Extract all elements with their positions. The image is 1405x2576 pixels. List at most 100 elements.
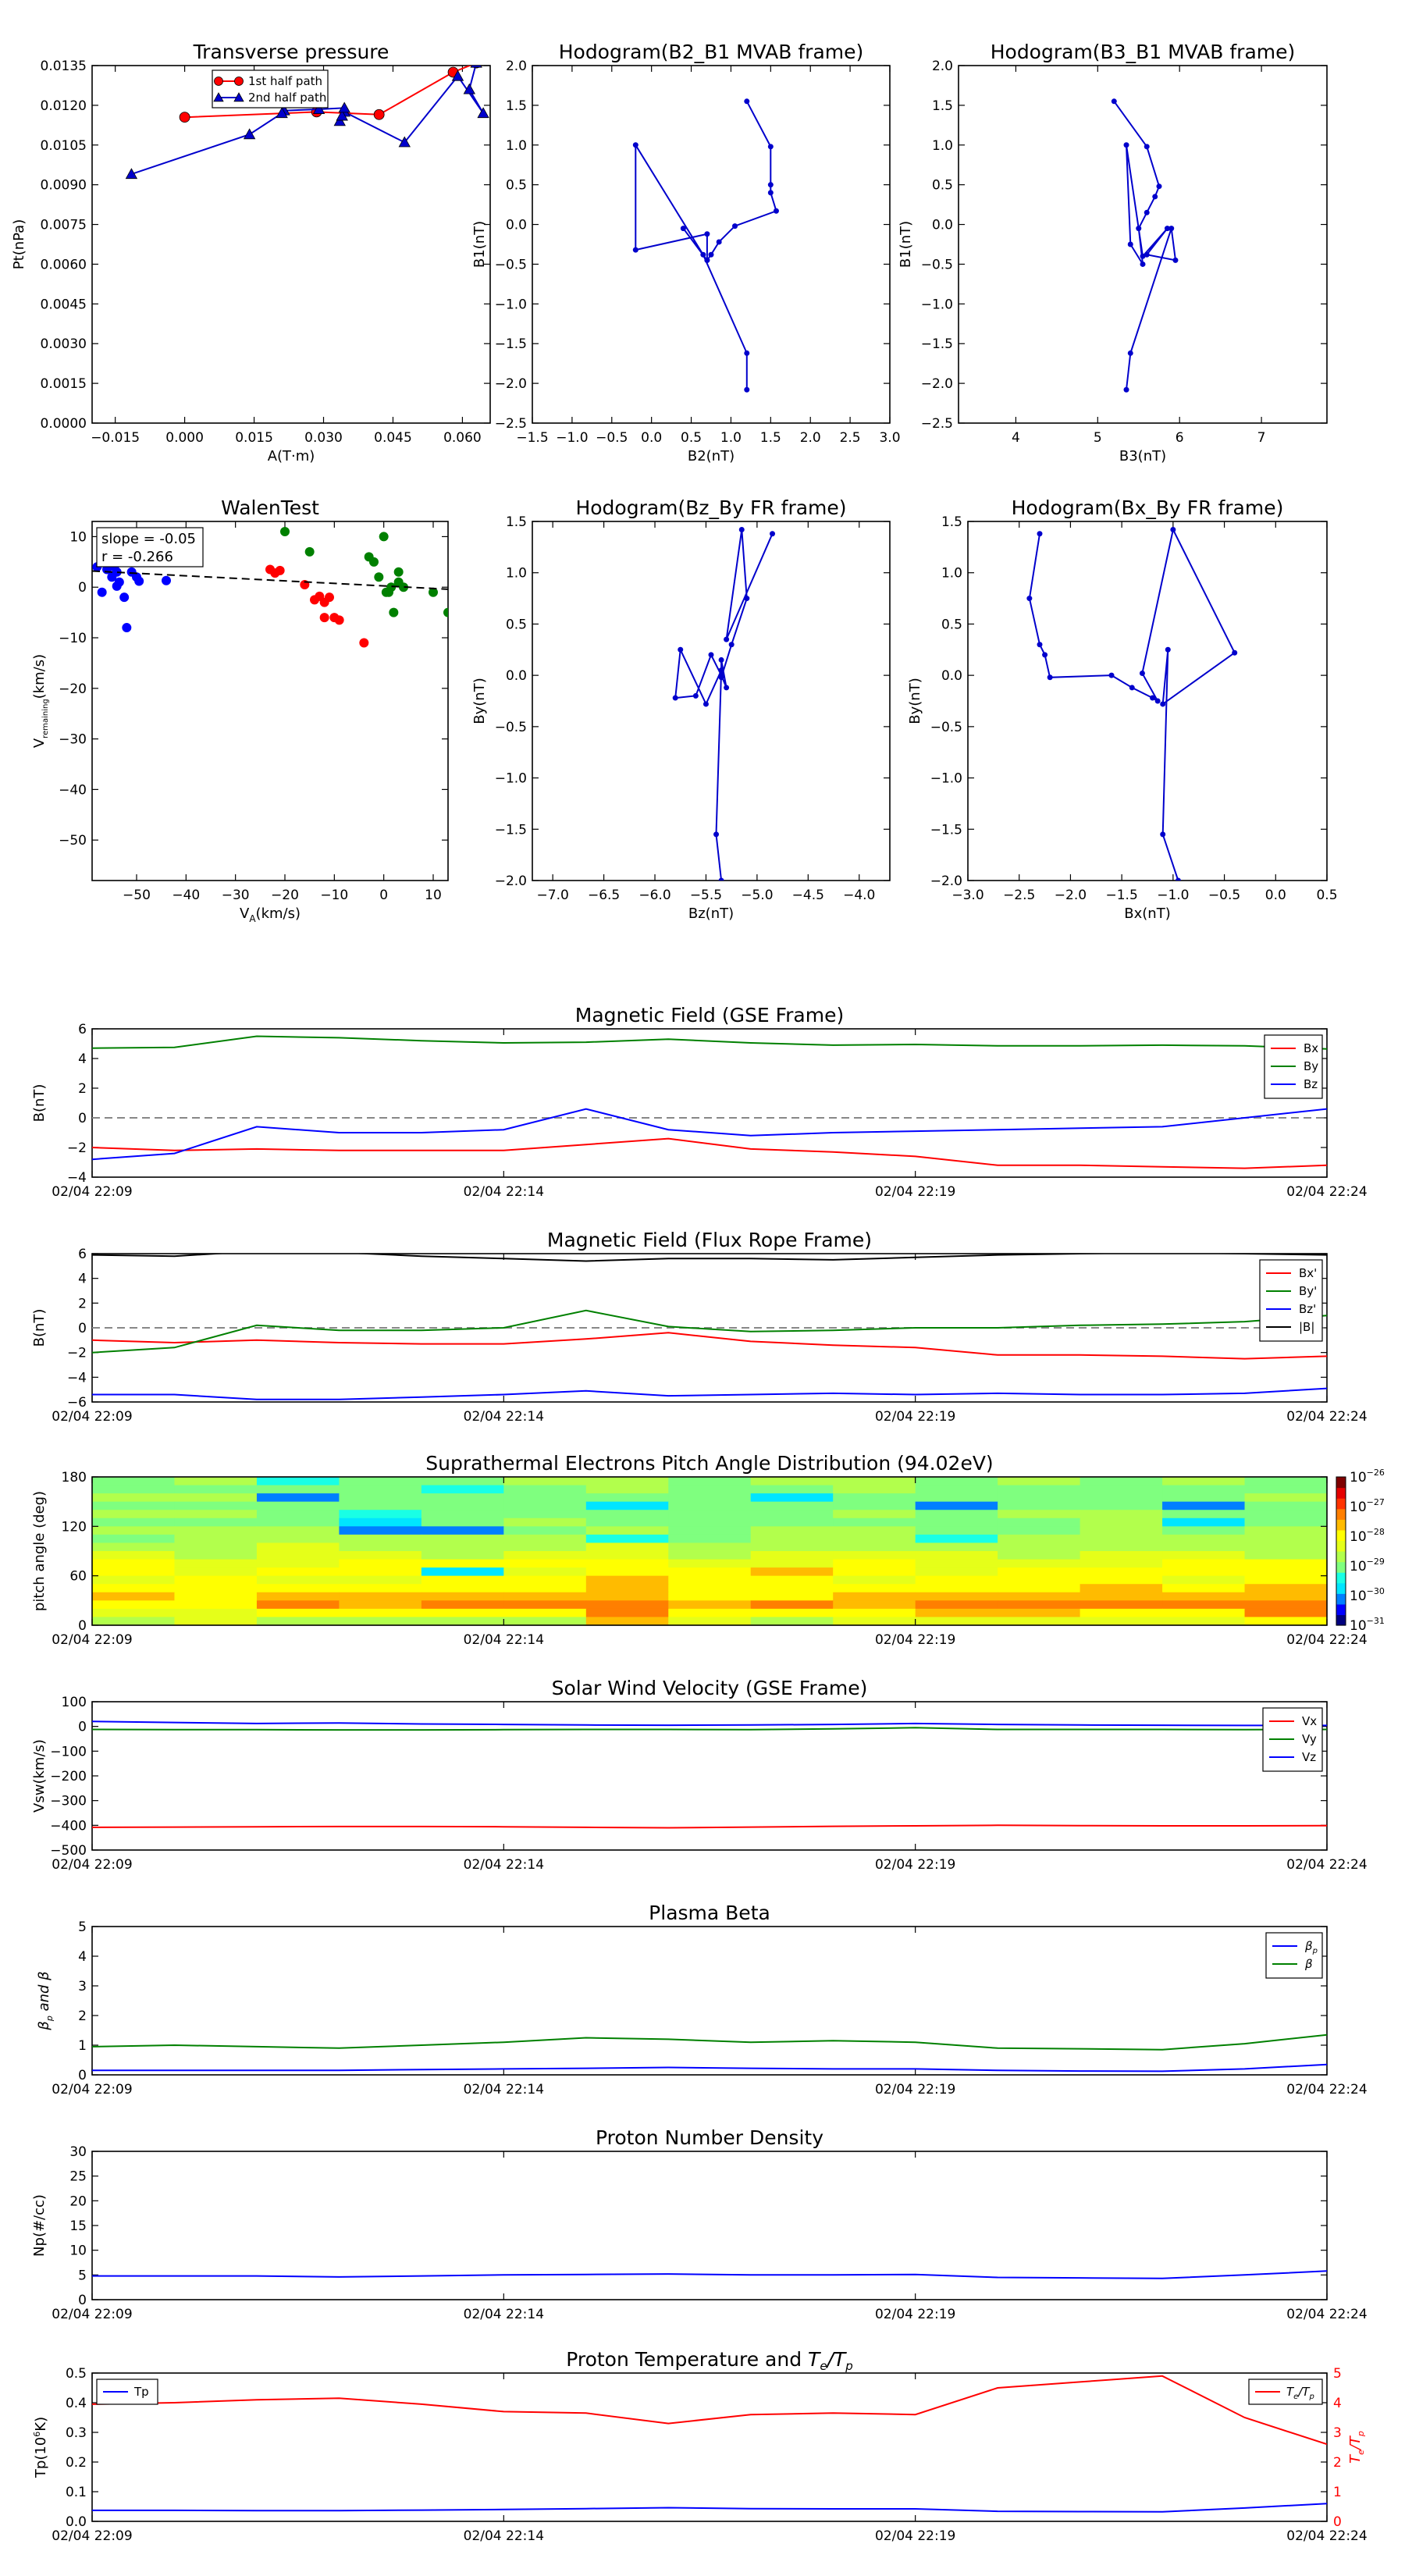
data-point bbox=[744, 596, 750, 602]
heatmap-cell bbox=[92, 1559, 176, 1568]
colorbar-segment bbox=[1336, 1487, 1346, 1499]
x-tick-label: 02/04 22:24 bbox=[1286, 2082, 1367, 2097]
heatmap-cell bbox=[750, 1584, 834, 1593]
heatmap-cell bbox=[833, 1559, 916, 1568]
y-tick-label: 0.4 bbox=[66, 2396, 87, 2411]
x-axis-label: Bz(nT) bbox=[688, 906, 734, 922]
y-tick-label: 6 bbox=[78, 1247, 87, 1262]
data-point bbox=[443, 607, 448, 617]
data-point bbox=[122, 623, 132, 633]
heatmap-cell bbox=[668, 1501, 752, 1510]
legend-label: By bbox=[1304, 1059, 1318, 1073]
heatmap-cell bbox=[585, 1551, 669, 1560]
annotation-slope: slope = -0.05 bbox=[101, 531, 196, 547]
x-tick-label: −30 bbox=[222, 888, 250, 903]
y-tick-label: 1.0 bbox=[932, 138, 953, 154]
y-tick-label: 0.0075 bbox=[41, 218, 87, 233]
heatmap-cell bbox=[915, 1517, 998, 1527]
data-point bbox=[704, 231, 710, 237]
data-point bbox=[276, 107, 288, 119]
heatmap-cell bbox=[92, 1534, 176, 1544]
series-line bbox=[674, 529, 774, 881]
y-tick-label: 180 bbox=[62, 1470, 87, 1485]
series-line bbox=[1028, 527, 1236, 881]
x-tick-label: 02/04 22:09 bbox=[52, 1409, 132, 1425]
heatmap-cell bbox=[833, 1567, 916, 1577]
x-axis-label: Bx(nT) bbox=[1124, 906, 1170, 922]
heatmap-cell bbox=[833, 1608, 916, 1618]
heatmap-cell bbox=[585, 1592, 669, 1601]
y2-tick-label: 1 bbox=[1333, 2485, 1342, 2500]
colorbar-frame bbox=[1336, 1476, 1346, 1626]
x-tick-label: −1.5 bbox=[1106, 888, 1138, 903]
y-tick-label: 120 bbox=[62, 1519, 87, 1535]
heatmap-cell bbox=[833, 1501, 916, 1510]
heatmap-cell bbox=[585, 1584, 669, 1593]
x-tick-label: 02/04 22:14 bbox=[464, 2307, 544, 2322]
heatmap-cell bbox=[421, 1510, 504, 1519]
y-tick-label: −100 bbox=[50, 1744, 87, 1759]
y-tick-label: 0.5 bbox=[66, 2366, 87, 2382]
heatmap-cell bbox=[1244, 1501, 1328, 1510]
legend-label: Vx bbox=[1302, 1714, 1317, 1728]
x-tick-label: 6 bbox=[1176, 430, 1184, 446]
heatmap-cell bbox=[339, 1567, 422, 1577]
heatmap-cell bbox=[421, 1526, 504, 1535]
data-point bbox=[1154, 698, 1161, 704]
heatmap-cell bbox=[1080, 1551, 1163, 1560]
series-line bbox=[92, 2033, 1327, 2051]
heatmap-cell bbox=[1080, 1592, 1163, 1601]
data-point bbox=[243, 128, 256, 140]
y-tick-label: −0.5 bbox=[495, 257, 527, 272]
data-point bbox=[319, 613, 329, 623]
y-axis-label: pitch angle (deg) bbox=[31, 1491, 48, 1611]
data-point bbox=[1127, 241, 1133, 247]
heatmap-cell bbox=[92, 1551, 176, 1560]
data-point bbox=[333, 115, 346, 126]
data-point bbox=[767, 144, 774, 150]
series-line bbox=[92, 2375, 1327, 2446]
series-line bbox=[92, 1035, 1327, 1050]
chart-title: Solar Wind Velocity (GSE Frame) bbox=[552, 1677, 868, 1699]
colorbar-label: 10−29 bbox=[1350, 1557, 1385, 1574]
data-point bbox=[744, 386, 750, 393]
heatmap-cell bbox=[1080, 1501, 1163, 1510]
x-tick-label: 0.060 bbox=[443, 430, 482, 446]
legend-label: Bx' bbox=[1299, 1266, 1317, 1280]
heatmap-cell bbox=[915, 1617, 998, 1626]
heatmap-cell bbox=[174, 1517, 258, 1527]
y-tick-label: −1.5 bbox=[495, 336, 527, 352]
data-point bbox=[744, 98, 750, 105]
x-tick-label: −10 bbox=[320, 888, 348, 903]
heatmap-cell bbox=[421, 1551, 504, 1560]
y-tick-label: 0.0 bbox=[941, 668, 962, 684]
chart-hodogram-b3-b1: 4 5 6 7 −2.5 −2.0 −1.5 −1.0 −0.5 0.0 0.5 1.0 1.5 2.0 H… bbox=[898, 41, 1328, 464]
heatmap-cell bbox=[256, 1534, 340, 1544]
heatmap-cell bbox=[750, 1534, 834, 1544]
legend-label: βp bbox=[1304, 1939, 1318, 1955]
heatmap-cell bbox=[833, 1542, 916, 1552]
heatmap-cell bbox=[1162, 1477, 1246, 1486]
y-tick-label: 3 bbox=[78, 1979, 87, 1994]
series-line bbox=[92, 1387, 1327, 1400]
y-tick-label: 0.1 bbox=[66, 2485, 87, 2500]
y2-tick-label: 4 bbox=[1333, 2396, 1342, 2411]
data-point bbox=[429, 587, 438, 597]
data-point bbox=[1042, 652, 1048, 658]
heatmap-cell bbox=[915, 1567, 998, 1577]
axes-frame bbox=[532, 521, 891, 881]
y-tick-label: 0 bbox=[78, 1618, 87, 1634]
heatmap-cell bbox=[421, 1559, 504, 1568]
y-tick-label: −10 bbox=[59, 631, 87, 646]
y-axis-label: By(nT) bbox=[471, 678, 488, 724]
heatmap-cell bbox=[1162, 1517, 1246, 1527]
heatmap-cell bbox=[833, 1477, 916, 1486]
data-point bbox=[724, 685, 730, 691]
x-tick-label: 02/04 22:24 bbox=[1286, 1857, 1367, 1873]
x-tick-label: 2.0 bbox=[800, 430, 821, 446]
series-line bbox=[92, 1137, 1327, 1169]
heatmap-cell bbox=[750, 1501, 834, 1510]
heatmap-cell bbox=[339, 1600, 422, 1610]
heatmap-cell bbox=[585, 1559, 669, 1568]
heatmap-cell bbox=[503, 1493, 587, 1503]
